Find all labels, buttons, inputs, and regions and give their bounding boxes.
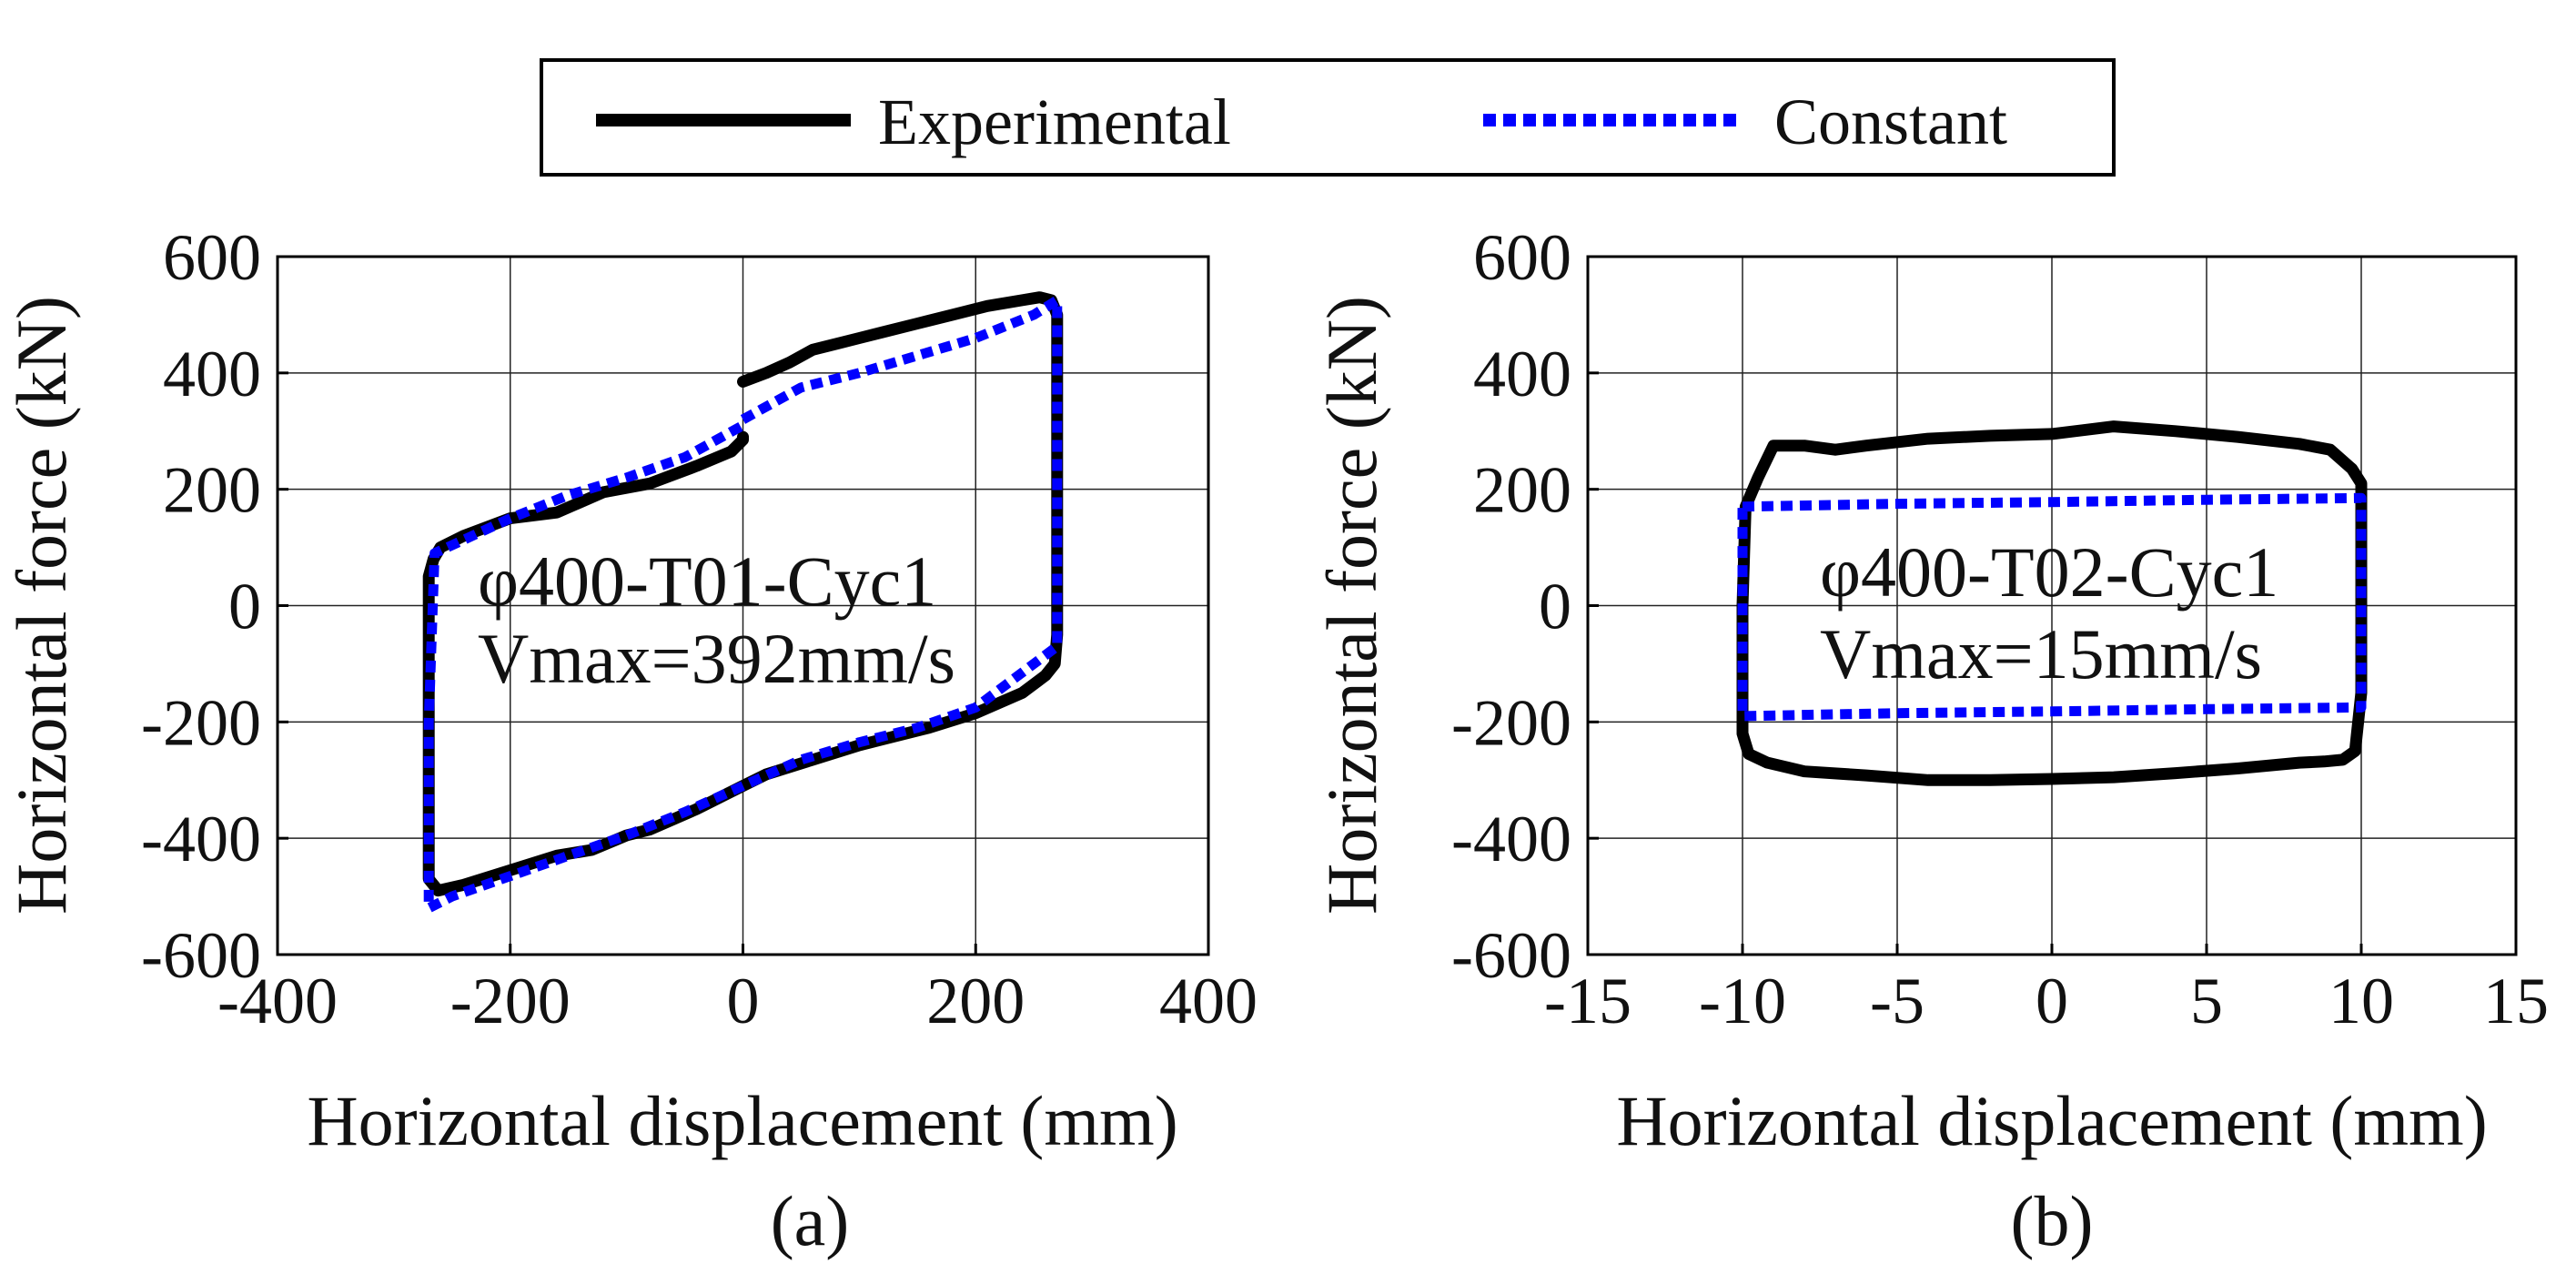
y-tick-label: 600 [163,221,261,294]
y-tick-label: 200 [163,454,261,527]
series-a [422,291,1064,914]
x-tick-label: 200 [926,965,1025,1037]
legend: Experimental Constant [540,58,2116,177]
y-tick-label: -200 [1451,686,1571,759]
series-constant-line [423,295,1063,914]
xticks-a: -400 -200 0 200 400 [217,944,1258,1037]
x-tick-label: -5 [1870,965,1924,1037]
yticks-a: -600 -400 -200 0 200 400 600 [141,221,288,992]
xlabel-a: Horizontal displacement (mm) [307,1081,1177,1160]
x-tick-label: 0 [2036,965,2068,1037]
xticks-b: -15 -10 -5 0 5 10 15 [1544,944,2549,1037]
xlabel-b: Horizontal displacement (mm) [1616,1081,2487,1160]
annotation-a-line1: φ400-T01-Cyc1 [478,541,936,621]
chart-b: -15 -10 -5 0 5 10 15 -600 -400 -200 0 200 400 600 φ4… [1312,221,2549,1260]
y-tick-label: -400 [1451,803,1571,875]
x-tick-label: 15 [2483,965,2549,1037]
y-tick-label: 200 [1473,454,1571,527]
ylabel-b: Horizontal force (kN) [1312,296,1391,915]
y-tick-label: 0 [228,571,261,643]
annotation-b-line1: φ400-T02-Cyc1 [1820,532,2278,612]
y-tick-label: -600 [1451,919,1571,992]
x-tick-label: -10 [1699,965,1786,1037]
y-tick-label: -600 [141,919,261,992]
x-tick-label: 10 [2329,965,2394,1037]
annotation-b-line2: Vmax=15mm/s [1820,614,2262,693]
series-constant-line [1737,492,2367,722]
y-tick-label: 400 [1473,338,1571,410]
legend-label-experimental: Experimental [878,86,1231,158]
panel-label-b: (b) [2011,1181,2094,1260]
legend-label-constant: Constant [1774,86,2007,158]
y-tick-label: 0 [1539,571,1571,643]
y-tick-label: 400 [163,338,261,410]
x-tick-label: -400 [217,965,338,1037]
x-tick-label: 0 [727,965,760,1037]
series-b [1736,420,2368,786]
series-experimental-line [1736,420,2368,786]
x-tick-label: 5 [2190,965,2223,1037]
x-tick-label: -15 [1544,965,1631,1037]
y-tick-label: -200 [141,686,261,759]
x-tick-label: -200 [450,965,571,1037]
yticks-b: -600 -400 -200 0 200 400 600 [1451,221,1599,992]
ylabel-a: Horizontal force (kN) [2,296,81,915]
panel-label-a: (a) [771,1181,850,1260]
annotation-a-line2: Vmax=392mm/s [478,619,955,698]
y-tick-label: 600 [1473,221,1571,294]
y-tick-label: -400 [141,803,261,875]
x-tick-label: 400 [1159,965,1258,1037]
